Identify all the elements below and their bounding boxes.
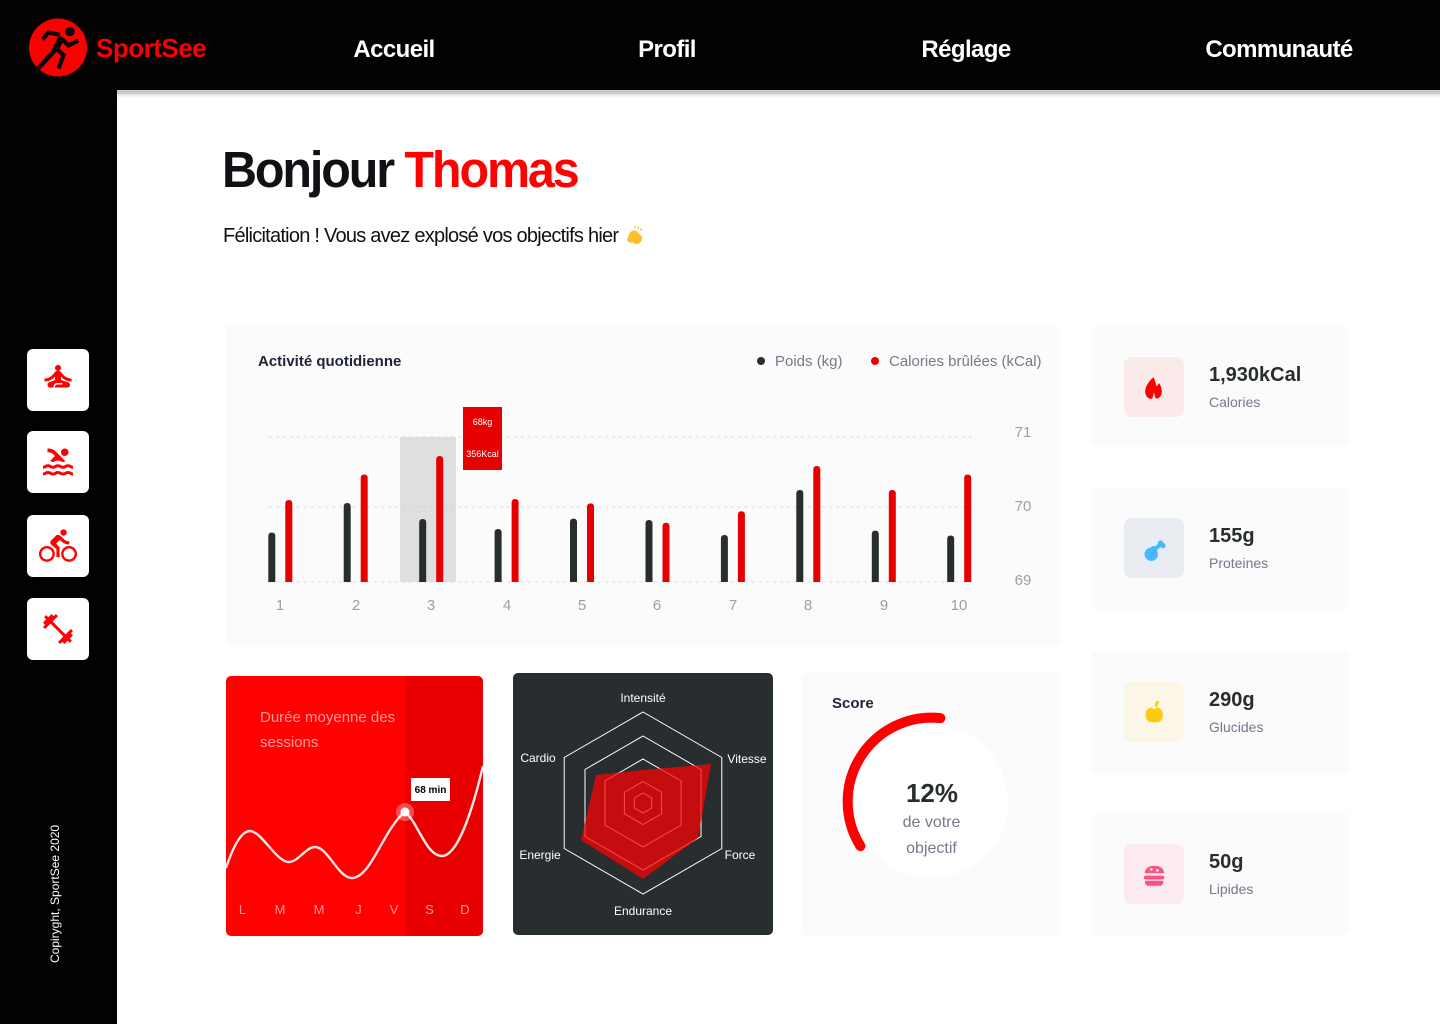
svg-text:70: 70: [1015, 498, 1032, 515]
svg-text:D: D: [460, 902, 469, 917]
svg-text:M: M: [314, 902, 325, 917]
svg-text:Intensité: Intensité: [620, 691, 666, 705]
svg-text:68 min: 68 min: [415, 785, 447, 796]
svg-text:objectif: objectif: [906, 840, 957, 857]
svg-text:68kg: 68kg: [473, 417, 493, 427]
svg-text:J: J: [355, 902, 362, 917]
svg-text:V: V: [390, 902, 399, 917]
svg-text:1: 1: [276, 597, 284, 614]
svg-text:M: M: [275, 902, 286, 917]
svg-text:Poids (kg): Poids (kg): [775, 353, 843, 370]
svg-text:9: 9: [880, 597, 888, 614]
svg-text:Cardio: Cardio: [520, 751, 556, 765]
svg-text:S: S: [425, 902, 434, 917]
svg-text:de votre: de votre: [903, 814, 961, 831]
svg-text:L: L: [239, 902, 246, 917]
svg-text:Energie: Energie: [519, 848, 561, 862]
svg-text:8: 8: [804, 597, 812, 614]
svg-text:69: 69: [1015, 572, 1032, 589]
svg-text:6: 6: [653, 597, 661, 614]
svg-text:2: 2: [352, 597, 360, 614]
svg-text:5: 5: [578, 597, 586, 614]
svg-text:3: 3: [427, 597, 435, 614]
svg-text:Endurance: Endurance: [614, 904, 672, 918]
svg-text:12%: 12%: [906, 778, 958, 808]
svg-text:Force: Force: [725, 848, 756, 862]
svg-text:Vitesse: Vitesse: [727, 752, 766, 766]
svg-text:10: 10: [951, 597, 968, 614]
svg-text:356Kcal: 356Kcal: [466, 449, 499, 459]
svg-text:Calories brûlées (kCal): Calories brûlées (kCal): [889, 353, 1042, 370]
svg-text:4: 4: [503, 597, 511, 614]
svg-text:7: 7: [729, 597, 737, 614]
svg-text:71: 71: [1015, 424, 1032, 441]
